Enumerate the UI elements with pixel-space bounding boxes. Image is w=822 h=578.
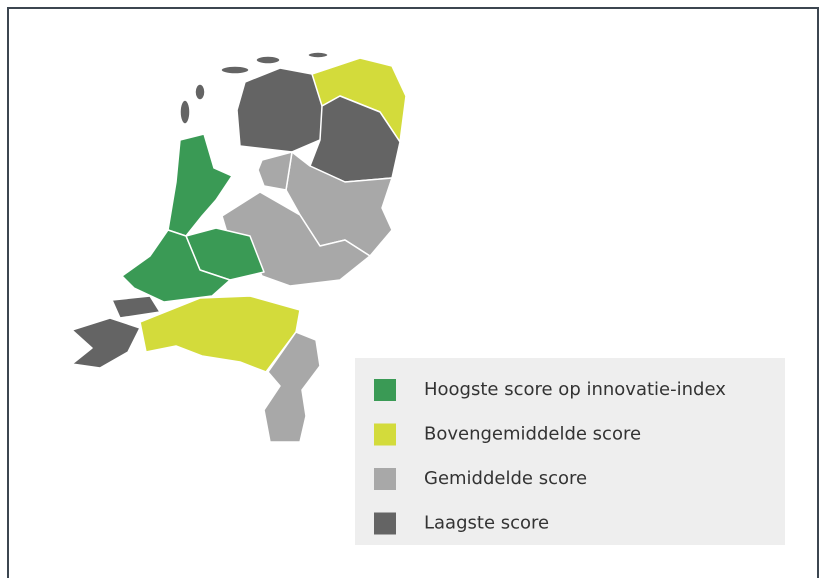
legend-label: Bovengemiddelde score (424, 424, 641, 445)
legend-label: Laagste score (424, 513, 549, 534)
zeeland (71, 317, 141, 369)
legend-swatch (374, 379, 396, 401)
wadden-island (255, 55, 281, 65)
map (71, 51, 407, 443)
legend: Hoogste score op innovatie-index Bovengem… (374, 379, 726, 535)
wadden-island (220, 65, 250, 75)
frame (7, 7, 819, 578)
legend-swatch (374, 468, 396, 490)
noord-brabant (139, 295, 301, 373)
wadden-island (194, 83, 206, 101)
legend-swatch (374, 512, 396, 535)
wadden-island (179, 99, 191, 125)
overijssel (285, 151, 393, 257)
zeeland-island (111, 295, 161, 319)
noord-holland (167, 133, 233, 237)
limburg (263, 331, 321, 443)
zuid-holland (121, 229, 231, 303)
wadden-island (307, 51, 329, 59)
legend-swatch (374, 423, 396, 446)
legend-label: Hoogste score op innovatie-index (424, 379, 726, 400)
legend-box (355, 358, 785, 545)
flevoland (257, 151, 293, 191)
legend-label: Gemiddelde score (424, 468, 587, 489)
